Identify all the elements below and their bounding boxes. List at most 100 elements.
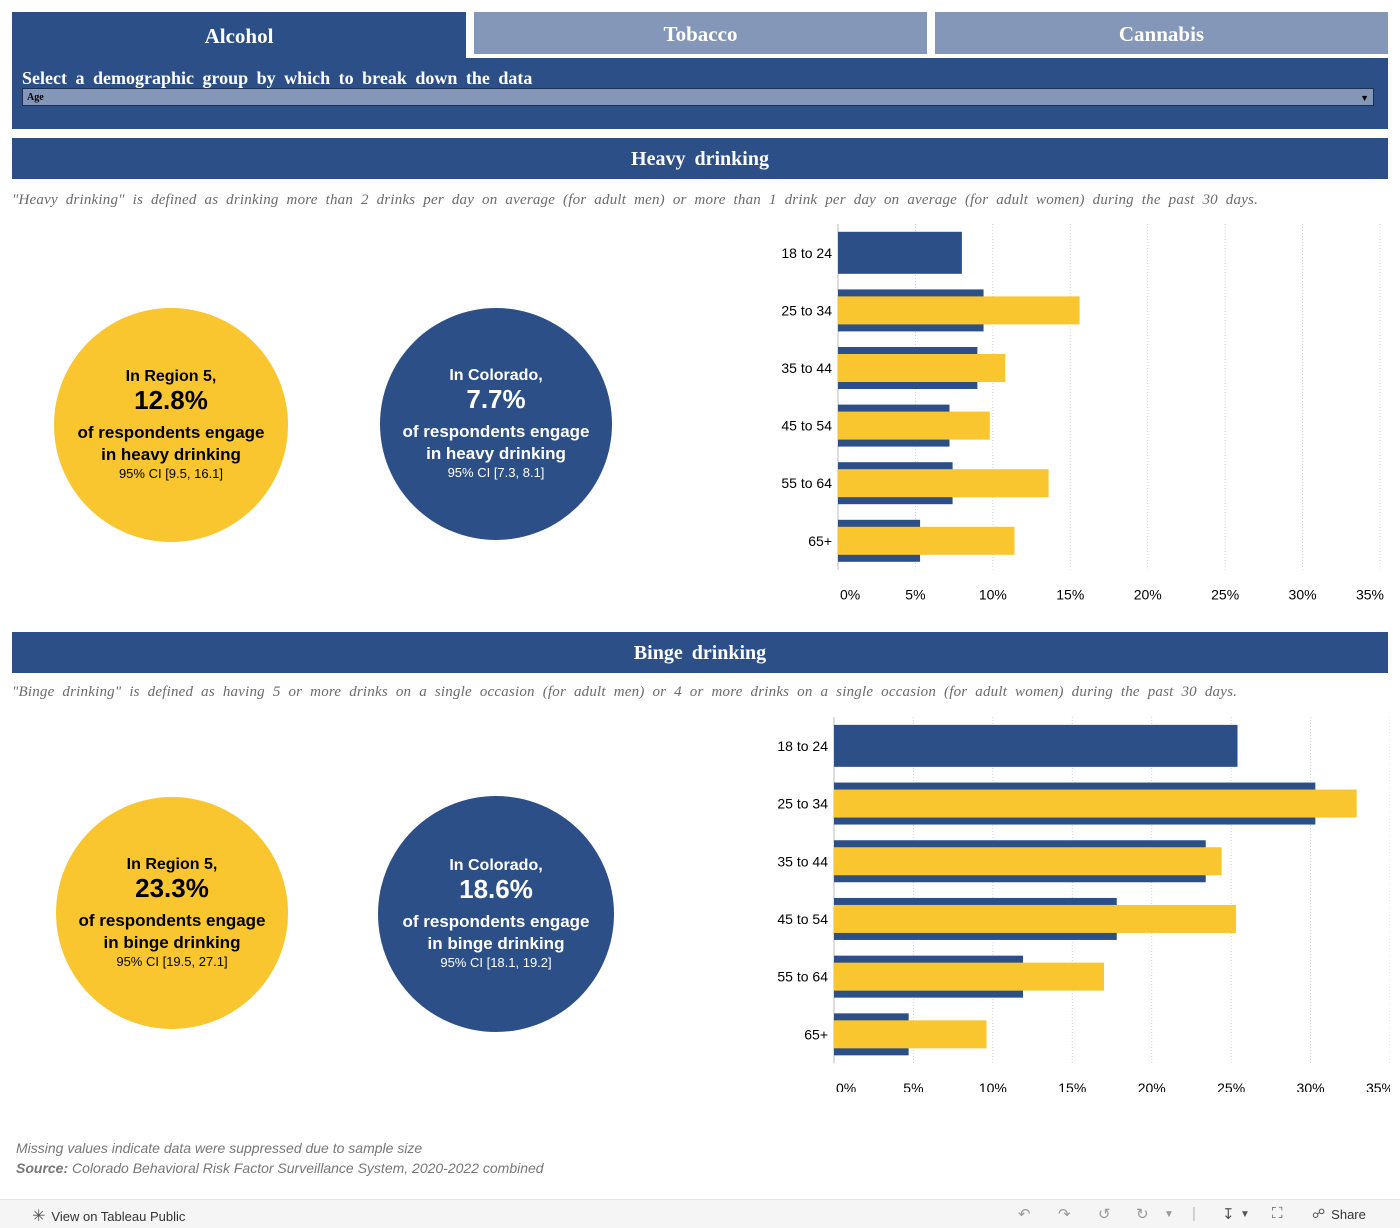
x-tick-label: 0% bbox=[836, 1080, 856, 1092]
chevron-down-icon[interactable]: ▼ bbox=[1240, 1209, 1250, 1220]
bar-region[interactable] bbox=[838, 296, 1080, 325]
circle-ci: 95% CI [9.5, 16.1] bbox=[118, 466, 224, 481]
circle-desc: of respondents engage bbox=[402, 912, 590, 931]
circle-ci: 95% CI [19.5, 27.1] bbox=[116, 954, 228, 969]
fullscreen-icon[interactable]: ⛶ bbox=[1272, 1205, 1283, 1222]
bar-region[interactable] bbox=[838, 526, 1015, 555]
circle-desc: in binge drinking bbox=[103, 933, 241, 952]
footnote: Missing values indicate data were suppre… bbox=[16, 1138, 544, 1178]
category-label: 35 to 44 bbox=[781, 360, 832, 376]
category-label: 35 to 44 bbox=[777, 853, 828, 869]
x-tick-label: 35% bbox=[1356, 587, 1384, 603]
x-tick-label: 10% bbox=[979, 587, 1007, 603]
category-label: 18 to 24 bbox=[777, 738, 828, 754]
bar-region[interactable] bbox=[834, 962, 1105, 991]
heavy-drinking-header: Heavy drinking bbox=[12, 138, 1388, 179]
circle-intro: In Region 5, bbox=[126, 856, 218, 873]
circle-ci: 95% CI [7.3, 8.1] bbox=[447, 465, 545, 480]
bar-region[interactable] bbox=[838, 354, 1006, 382]
x-tick-label: 15% bbox=[1058, 1080, 1086, 1092]
colorado-binge-circle: In Colorado, 18.6% of respondents engage… bbox=[378, 796, 614, 1032]
bar-region[interactable] bbox=[834, 904, 1236, 933]
circle-intro: In Region 5, bbox=[125, 368, 217, 385]
redo-icon[interactable]: ↷ bbox=[1058, 1206, 1071, 1223]
selector-label: Select a demographic group by which to b… bbox=[22, 68, 533, 88]
circle-desc: of respondents engage bbox=[402, 422, 590, 441]
x-tick-label: 5% bbox=[903, 1080, 923, 1092]
x-tick-label: 35% bbox=[1366, 1080, 1390, 1092]
region-binge-circle: In Region 5, 23.3% of respondents engage… bbox=[56, 797, 288, 1029]
tab-alcohol[interactable]: Alcohol bbox=[12, 12, 466, 58]
region-heavy-circle: In Region 5, 12.8% of respondents engage… bbox=[54, 308, 288, 542]
revert-icon[interactable]: ↺ bbox=[1098, 1206, 1111, 1223]
x-tick-label: 20% bbox=[1134, 587, 1162, 603]
circle-intro: In Colorado, bbox=[449, 857, 543, 874]
category-label: 55 to 64 bbox=[781, 475, 832, 491]
x-tick-label: 0% bbox=[840, 587, 860, 603]
circle-desc: of respondents engage bbox=[77, 423, 265, 442]
circle-desc: of respondents engage bbox=[78, 911, 266, 930]
tab-tobacco[interactable]: Tobacco bbox=[474, 12, 927, 54]
category-label: 18 to 24 bbox=[781, 245, 832, 261]
colorado-heavy-circle: In Colorado, 7.7% of respondents engage … bbox=[380, 308, 612, 540]
category-label: 25 to 34 bbox=[781, 302, 832, 318]
category-label: 45 to 54 bbox=[781, 418, 832, 434]
binge-drinking-definition: "Binge drinking" is defined as having 5 … bbox=[12, 684, 1238, 700]
heavy-drinking-chart: 18 to 24 25 to 34 35 to 44 45 to 54 55 to 64… bbox=[781, 224, 1384, 603]
x-tick-label: 25% bbox=[1217, 1080, 1245, 1092]
circle-desc: in binge drinking bbox=[427, 934, 565, 953]
circle-intro: In Colorado, bbox=[449, 367, 543, 384]
toolbar-divider: | bbox=[1192, 1205, 1196, 1222]
binge-drinking-chart: 18 to 24 25 to 34 35 to 44 45 to 54 55 to 64… bbox=[777, 717, 1390, 1092]
binge-drinking-header: Binge drinking bbox=[12, 632, 1388, 673]
tab-cannabis[interactable]: Cannabis bbox=[935, 12, 1388, 54]
circle-desc: in heavy drinking bbox=[426, 444, 566, 463]
undo-icon[interactable]: ↶ bbox=[1018, 1206, 1031, 1223]
tableau-toolbar: ✳ View on Tableau Public ↶ ↷ ↺ ↻ ▼ | ↧ ▼… bbox=[0, 1199, 1400, 1228]
share-icon: ☍ bbox=[1312, 1206, 1326, 1221]
bar-region[interactable] bbox=[834, 847, 1222, 876]
bar-region[interactable] bbox=[834, 789, 1357, 818]
category-label: 45 to 54 bbox=[777, 911, 828, 927]
category-label: 25 to 34 bbox=[777, 796, 828, 812]
circle-value: 23.3% bbox=[135, 873, 209, 903]
chevron-down-icon: ▼ bbox=[1360, 93, 1369, 103]
chevron-down-icon[interactable]: ▼ bbox=[1164, 1209, 1174, 1220]
bar-region[interactable] bbox=[834, 1020, 987, 1049]
selector-panel: Select a demographic group by which to b… bbox=[12, 58, 1388, 129]
category-label: 65+ bbox=[808, 533, 832, 549]
source-text: Colorado Behavioral Risk Factor Surveill… bbox=[72, 1160, 544, 1176]
circle-desc: in heavy drinking bbox=[101, 445, 241, 464]
circle-ci: 95% CI [18.1, 19.2] bbox=[440, 955, 552, 970]
x-tick-label: 20% bbox=[1138, 1080, 1166, 1092]
share-label: Share bbox=[1331, 1206, 1366, 1222]
source-label: Source: bbox=[16, 1160, 69, 1176]
heavy-drinking-definition: "Heavy drinking" is defined as drinking … bbox=[12, 192, 1259, 208]
x-tick-label: 10% bbox=[979, 1080, 1007, 1092]
x-tick-label: 25% bbox=[1211, 587, 1239, 603]
view-on-tableau-label: View on Tableau Public bbox=[51, 1208, 186, 1224]
missing-note: Missing values indicate data were suppre… bbox=[16, 1140, 423, 1156]
bar-region[interactable] bbox=[838, 411, 990, 440]
circle-value: 7.7% bbox=[466, 384, 526, 414]
x-tick-label: 30% bbox=[1297, 1080, 1325, 1092]
top-controls: Alcohol Tobacco Cannabis Select a demogr… bbox=[12, 12, 1388, 129]
refresh-icon[interactable]: ↻ bbox=[1136, 1206, 1149, 1223]
bar-colorado[interactable] bbox=[834, 724, 1238, 767]
x-tick-label: 15% bbox=[1056, 587, 1084, 603]
demographic-select-value: Age bbox=[27, 92, 44, 103]
category-label: 55 to 64 bbox=[777, 969, 828, 985]
share-button[interactable]: ☍ Share bbox=[1312, 1206, 1366, 1222]
source-note: Source: Colorado Behavioral Risk Factor … bbox=[16, 1158, 544, 1178]
category-label: 65+ bbox=[804, 1026, 828, 1042]
x-tick-label: 30% bbox=[1289, 587, 1317, 603]
tableau-logo-icon: ✳ bbox=[32, 1208, 46, 1225]
view-on-tableau-link[interactable]: ✳ View on Tableau Public bbox=[32, 1206, 185, 1226]
circle-value: 12.8% bbox=[134, 385, 208, 415]
x-tick-label: 5% bbox=[905, 587, 925, 603]
download-icon[interactable]: ↧ bbox=[1222, 1206, 1235, 1223]
bar-colorado[interactable] bbox=[838, 231, 962, 274]
demographic-select[interactable]: Age ▼ bbox=[22, 88, 1374, 106]
circle-value: 18.6% bbox=[459, 874, 533, 904]
bar-region[interactable] bbox=[838, 469, 1049, 498]
